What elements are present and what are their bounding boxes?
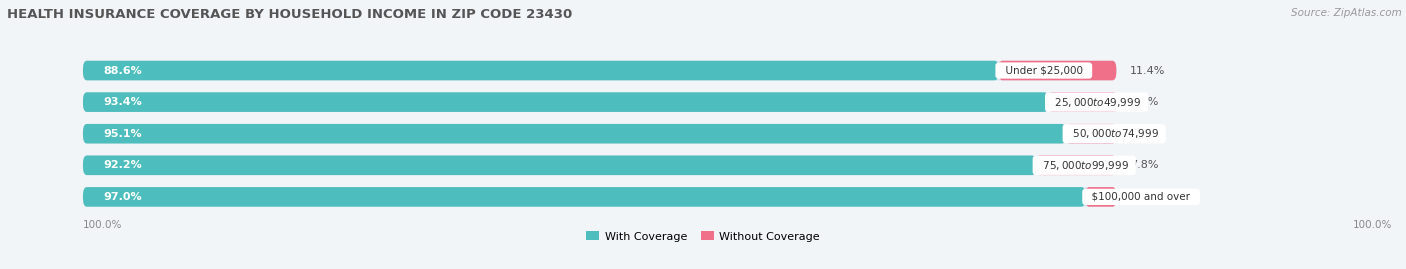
Text: Under $25,000: Under $25,000 <box>998 66 1090 76</box>
Text: $50,000 to $74,999: $50,000 to $74,999 <box>1066 127 1163 140</box>
FancyBboxPatch shape <box>1047 92 1118 112</box>
Text: 4.9%: 4.9% <box>1130 129 1159 139</box>
Text: 88.6%: 88.6% <box>104 66 142 76</box>
FancyBboxPatch shape <box>83 187 1116 207</box>
Text: 95.1%: 95.1% <box>104 129 142 139</box>
FancyBboxPatch shape <box>83 155 1036 175</box>
Text: 100.0%: 100.0% <box>1353 220 1392 230</box>
FancyBboxPatch shape <box>1066 124 1116 143</box>
Text: 93.4%: 93.4% <box>104 97 142 107</box>
Legend: With Coverage, Without Coverage: With Coverage, Without Coverage <box>582 227 824 246</box>
FancyBboxPatch shape <box>1085 187 1116 207</box>
Text: 6.7%: 6.7% <box>1130 97 1159 107</box>
Text: $25,000 to $49,999: $25,000 to $49,999 <box>1047 95 1144 109</box>
FancyBboxPatch shape <box>83 92 1047 112</box>
Text: 7.8%: 7.8% <box>1130 160 1159 170</box>
Text: HEALTH INSURANCE COVERAGE BY HOUSEHOLD INCOME IN ZIP CODE 23430: HEALTH INSURANCE COVERAGE BY HOUSEHOLD I… <box>7 8 572 21</box>
Text: 92.2%: 92.2% <box>104 160 142 170</box>
FancyBboxPatch shape <box>83 124 1116 143</box>
FancyBboxPatch shape <box>83 124 1066 143</box>
Text: 11.4%: 11.4% <box>1130 66 1166 76</box>
FancyBboxPatch shape <box>1036 155 1116 175</box>
FancyBboxPatch shape <box>83 61 1116 80</box>
Text: Source: ZipAtlas.com: Source: ZipAtlas.com <box>1291 8 1402 18</box>
FancyBboxPatch shape <box>83 92 1116 112</box>
Text: 100.0%: 100.0% <box>83 220 122 230</box>
FancyBboxPatch shape <box>83 155 1116 175</box>
Text: $75,000 to $99,999: $75,000 to $99,999 <box>1036 159 1133 172</box>
FancyBboxPatch shape <box>83 187 1085 207</box>
Text: 3.0%: 3.0% <box>1130 192 1159 202</box>
FancyBboxPatch shape <box>998 61 1116 80</box>
Text: 97.0%: 97.0% <box>104 192 142 202</box>
FancyBboxPatch shape <box>83 61 998 80</box>
Text: $100,000 and over: $100,000 and over <box>1085 192 1197 202</box>
